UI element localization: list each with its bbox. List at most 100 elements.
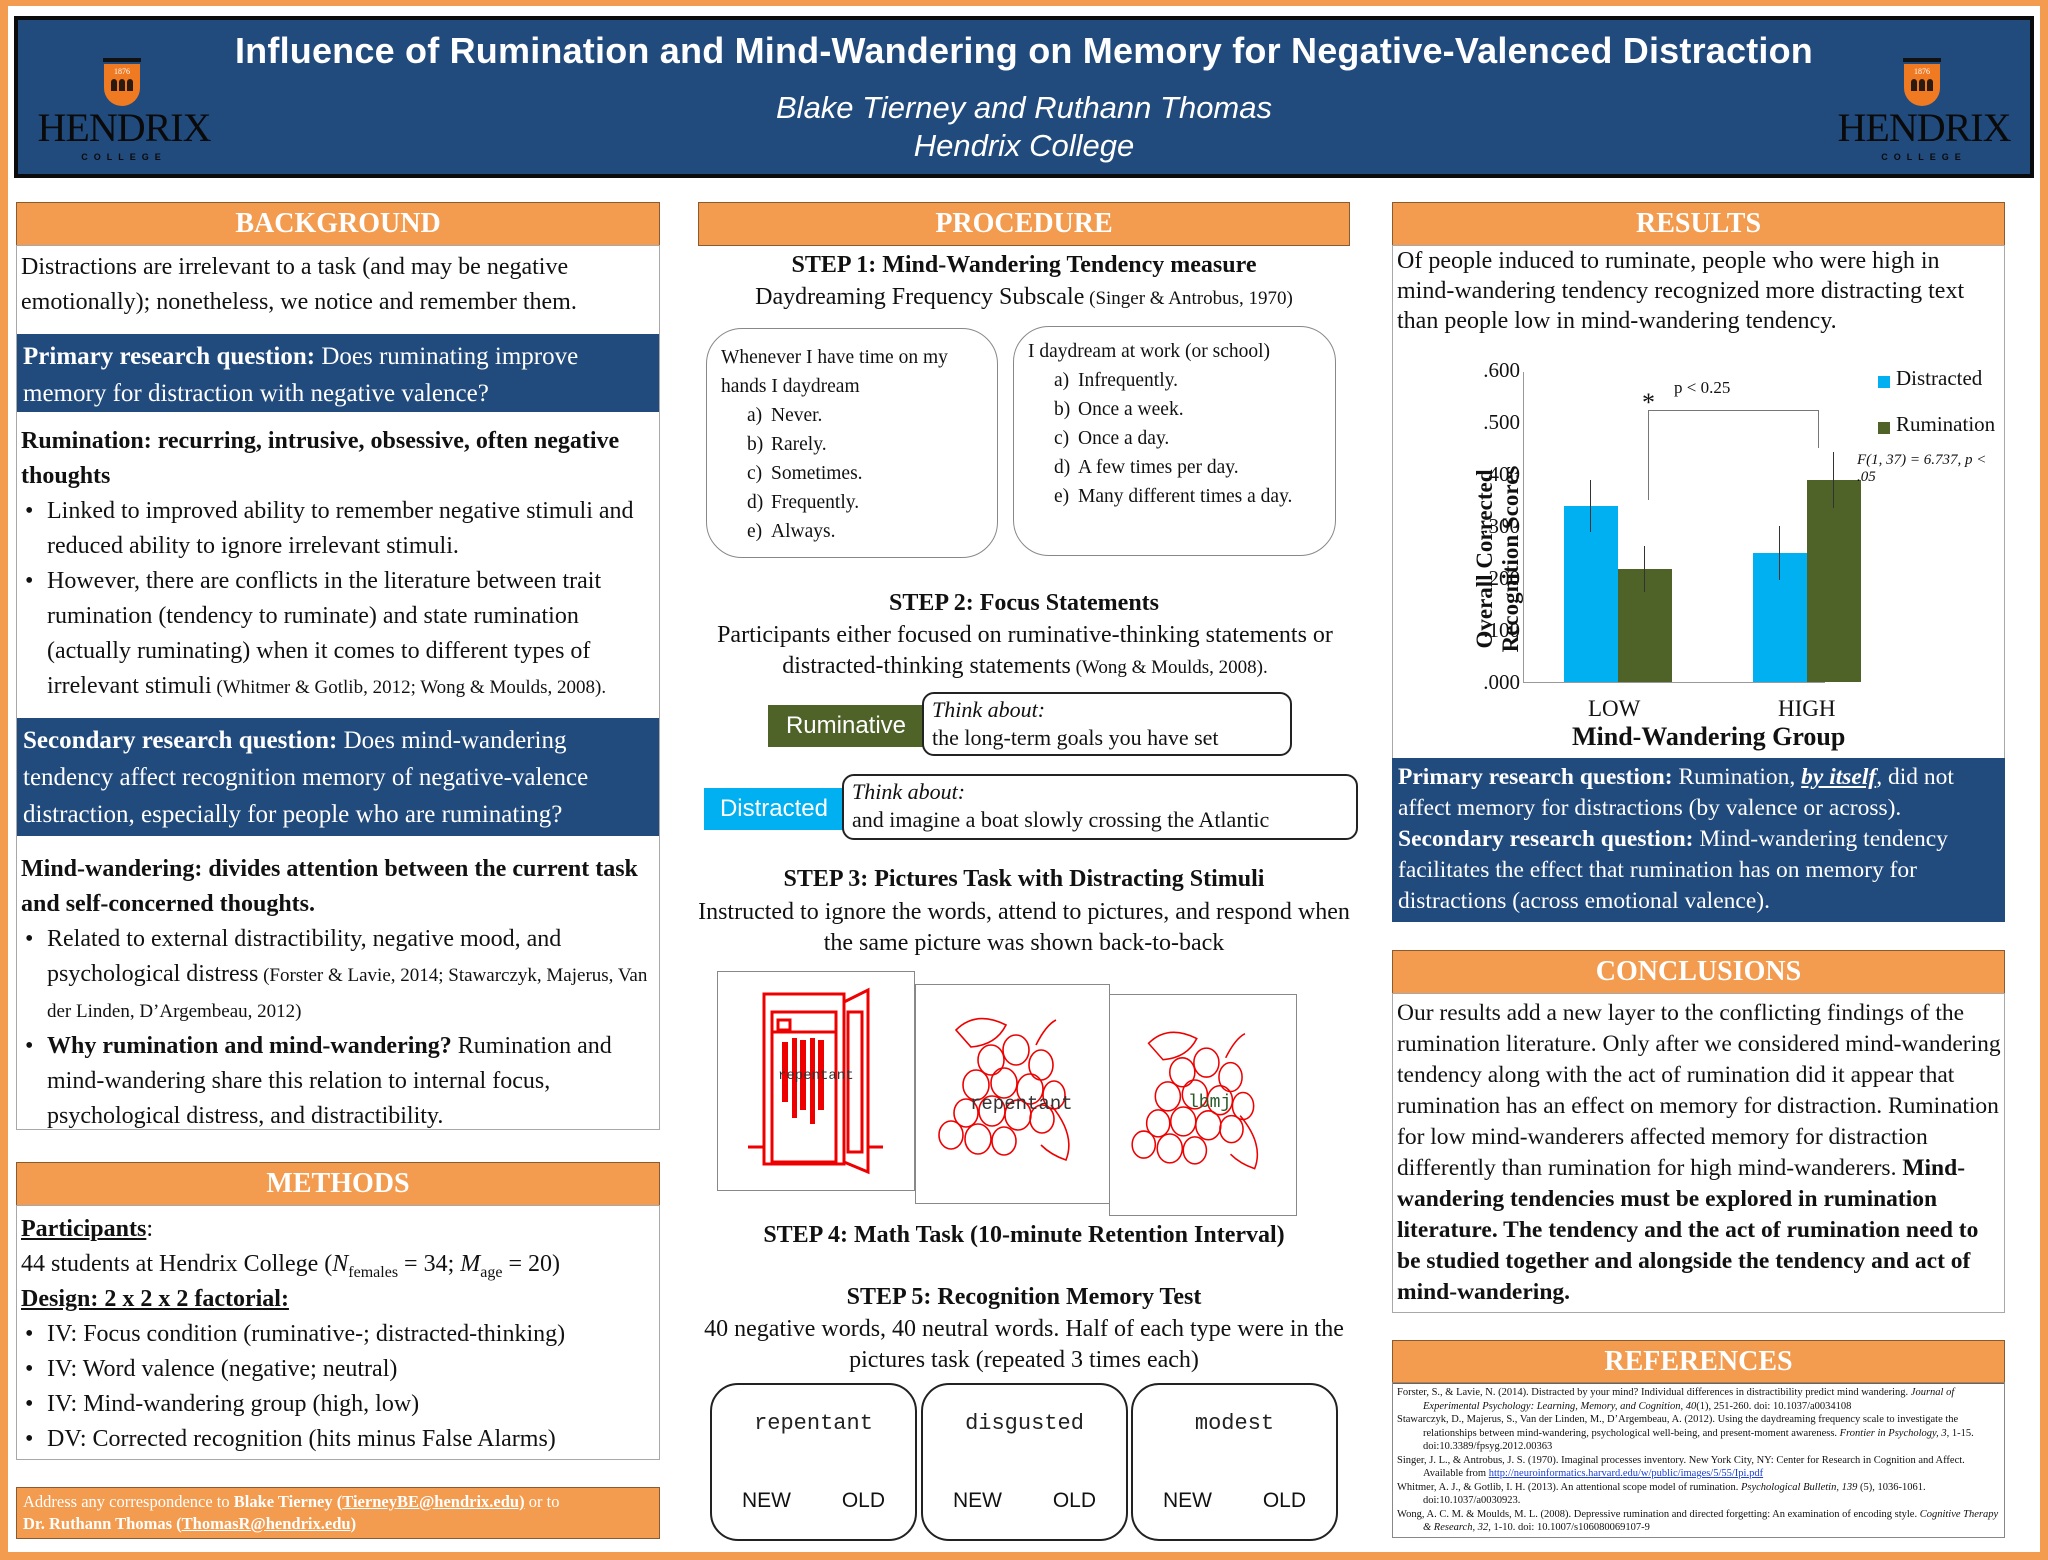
mind-wandering-bullets: Related to external distractibility, neg… (21, 922, 651, 1134)
bar-low-rumination (1618, 569, 1672, 682)
y-tick: .500 (1483, 410, 1520, 434)
test-word: disgusted (965, 1411, 1084, 1436)
arches-icon (111, 79, 133, 91)
legend-rumination: Rumination (1896, 412, 1996, 436)
reference-item: Stawarczyk, D., Majerus, S., Van der Lin… (1397, 1414, 1974, 1452)
old-option[interactable]: OLD (841, 1489, 885, 1512)
n-value: = 34; (398, 1251, 461, 1277)
m-symbol: M (460, 1251, 481, 1277)
list-item: IV: Mind-wandering group (high, low) (21, 1387, 651, 1422)
answer-option: a) Infrequently. (1054, 370, 1178, 391)
design-list: IV: Focus condition (ruminative-; distra… (21, 1317, 651, 1457)
logo-wordmark: HENDRIX (1837, 105, 2012, 150)
correspondence-box: Address any correspondence to Blake Tier… (16, 1487, 660, 1539)
conclusions-body: Our results add a new layer to the confl… (1397, 1000, 2001, 1181)
participants-label: Participants (21, 1216, 147, 1242)
results-heading: RESULTS (1392, 202, 2005, 246)
list-item: IV: Focus condition (ruminative-; distra… (21, 1317, 651, 1352)
old-option[interactable]: OLD (1052, 1489, 1096, 1512)
y-axis (1523, 372, 1524, 682)
poster-authors: Blake Tierney and Ruthann Thomas (776, 90, 1272, 125)
list-item: However, there are conflicts in the lite… (21, 564, 651, 705)
rumination-bullets: Linked to improved ability to remember n… (21, 494, 651, 705)
test-word: repentant (754, 1411, 873, 1436)
f-statistic: F(1, 37) = 6.737, p < .05 (1857, 452, 1987, 485)
bar-low-distracted (1564, 506, 1618, 682)
reference-item: Wong, A. C. M. & Moulds, M. L. (2008). D… (1397, 1508, 1999, 1534)
arches-icon (1911, 79, 1933, 91)
participants-heading: Participants: (21, 1212, 651, 1247)
legend-swatch-distracted (1878, 376, 1890, 388)
primary-question-text: Does ruminating improve memory for distr… (23, 343, 579, 407)
results-panel: Of people induced to ruminate, people wh… (1392, 245, 2005, 760)
author2-email-link[interactable]: ThomasR@hendrix.edu (181, 1514, 351, 1533)
step1-desc: Daydreaming Frequency Subscale (Singer &… (698, 282, 1350, 314)
poster-header: Influence of Rumination and Mind-Wanderi… (14, 16, 2034, 178)
answer-option: b) Rarely. (747, 434, 827, 455)
secondary-question-box: Secondary research question: Does mind-w… (17, 718, 659, 836)
x-axis-label: Mind-Wandering Group (1572, 722, 1846, 751)
list-item: IV: Word valence (negative; neutral) (21, 1352, 651, 1387)
y-tick: .300 (1483, 514, 1520, 538)
poster-institution: Hendrix College (913, 128, 1135, 163)
results-chart: Overall Corrected Recognition Scores .00… (1392, 348, 2005, 758)
correspondence-prefix: Address any correspondence to (23, 1492, 234, 1511)
results-summary: Of people induced to ruminate, people wh… (1397, 248, 1965, 334)
distracted-statement: and imagine a boat slowly crossing the A… (852, 807, 1270, 832)
poster-title: Influence of Rumination and Mind-Wanderi… (234, 30, 1813, 71)
answer-option: e) Many different times a day. (1054, 486, 1293, 507)
author2-name: Dr. Ruthann Thomas (23, 1514, 173, 1533)
picture-grapes-1: repentant (915, 984, 1110, 1204)
logo-year: 1876 (114, 67, 130, 76)
answer-option: a) Never. (747, 405, 823, 426)
legend-distracted: Distracted (1896, 366, 1983, 390)
distracted-tag: Distracted (704, 788, 844, 830)
reference-item: Forster, S., & Lavie, N. (2014). Distrac… (1397, 1387, 1955, 1412)
logo-subtitle: COLLEGE (81, 152, 167, 162)
answer-option: c) Sometimes. (747, 463, 863, 484)
m-value: = 20) (502, 1251, 560, 1277)
answer-option: b) Once a week. (1054, 399, 1184, 420)
colon: : (146, 1216, 153, 1242)
step5-title: STEP 5: Recognition Memory Test (846, 1284, 1202, 1310)
error-bar (1590, 480, 1591, 532)
old-option[interactable]: OLD (1262, 1489, 1306, 1512)
picture-grapes-2: lbmj (1109, 994, 1297, 1216)
list-item: Related to external distractibility, neg… (21, 922, 651, 1029)
new-option[interactable]: NEW (1163, 1489, 1212, 1512)
bullet-text: Rumination and mind-wandering share this… (47, 1033, 612, 1129)
procedure-heading: PROCEDURE (698, 202, 1350, 246)
ruminative-statement: the long-term goals you have set (932, 725, 1219, 750)
methods-heading: METHODS (16, 1162, 660, 1206)
answer-option: d) Frequently. (747, 492, 860, 513)
legend-swatch-rumination (1878, 422, 1890, 434)
author1-email-link[interactable]: TierneyBE@hendrix.edu) (342, 1492, 525, 1511)
correspondence-mid: or to (524, 1492, 560, 1511)
answer-option: c) Once a day. (1054, 428, 1170, 449)
logo-wordmark: HENDRIX (37, 105, 212, 150)
author1-name: Blake Tierney (233, 1492, 333, 1511)
m-subscript: age (480, 1263, 503, 1281)
reference-link[interactable]: http://neuroinformatics.harvard.edu/w/pu… (1488, 1468, 1764, 1479)
question-prompt: I daydream at work (or school) (1028, 341, 1271, 362)
significance-star: * (1642, 388, 1655, 417)
shield-icon: 1876 (104, 64, 140, 106)
distractor-word: repentant (970, 1093, 1073, 1115)
hendrix-logo-left: 1876 HENDRIX COLLEGE (34, 58, 214, 168)
citation: (Wong & Moulds, 2008). (1070, 657, 1268, 678)
design-label: Design: 2 x 2 x 2 factorial: (21, 1286, 289, 1312)
logo-subtitle: COLLEGE (1881, 152, 1967, 162)
y-tick: .400 (1483, 462, 1520, 486)
primary-question-label: Primary research question: (1398, 764, 1673, 790)
secondary-question-text: Does mind-wandering tendency affect reco… (23, 727, 589, 828)
bar-high-rumination (1807, 480, 1861, 682)
list-item: DV: Corrected recognition (hits minus Fa… (21, 1422, 651, 1457)
step3-title: STEP 3: Pictures Task with Distracting S… (783, 866, 1265, 892)
participants-detail: 44 students at Hendrix College (Nfemales… (21, 1247, 651, 1290)
error-bar (1779, 526, 1780, 580)
new-option[interactable]: NEW (742, 1489, 791, 1512)
error-bar (1833, 452, 1834, 508)
x-axis (1523, 682, 1825, 683)
new-option[interactable]: NEW (953, 1489, 1002, 1512)
